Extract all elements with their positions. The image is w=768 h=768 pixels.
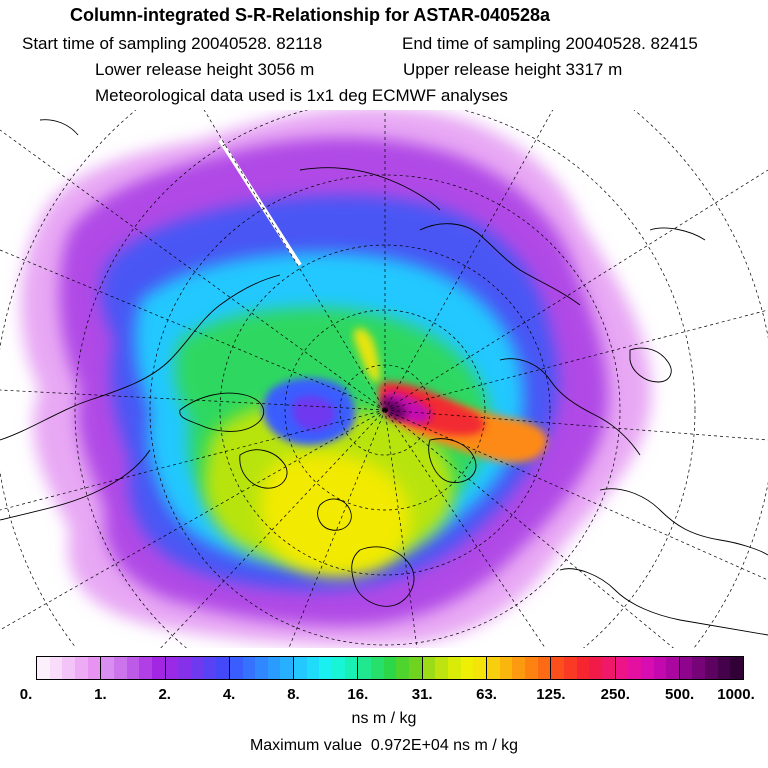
color-scale-segment [409, 657, 423, 679]
color-scale-segment [422, 657, 436, 679]
color-scale-segment [383, 657, 397, 679]
color-scale-bar [36, 656, 744, 680]
color-scale-segment [255, 657, 268, 679]
color-scale-segment [126, 657, 140, 679]
color-scale-segment [190, 657, 204, 679]
color-scale-segment [332, 657, 345, 679]
color-scale-segment [563, 657, 577, 679]
upper-height-label: Upper release height 3317 m [403, 60, 623, 79]
color-scale-segment [601, 657, 616, 679]
color-scale-segment [344, 657, 359, 679]
color-scale-segment [448, 657, 461, 679]
color-scale-tick-label: 31. [411, 686, 433, 703]
color-scale-segment [242, 657, 256, 679]
color-scale-segment [49, 657, 63, 679]
color-scale-tick-label: 250. [600, 686, 630, 703]
lower-height-label: Lower release height 3056 m [95, 60, 315, 79]
color-scale-tick-label: 1000. [717, 686, 755, 703]
color-scale-segment [319, 657, 333, 679]
color-scale-segment [87, 657, 102, 679]
color-scale-segment [216, 657, 230, 679]
color-scale-tick-label: 2. [158, 686, 171, 703]
color-scale-segment [499, 657, 513, 679]
units-label: ns m / kg [351, 710, 417, 727]
color-scale-segment [666, 657, 680, 679]
color-scale-segment [460, 657, 474, 679]
color-scale-segment [576, 657, 590, 679]
color-scale-segment [512, 657, 525, 679]
color-scale-segment [37, 657, 50, 679]
color-scale-segment [306, 657, 320, 679]
color-scale-tick-label: 4. [222, 686, 236, 703]
polar-map [0, 110, 768, 648]
color-scale-tick-label: 0. [19, 686, 33, 703]
color-scale-segment [717, 657, 731, 679]
color-scale-tick-label: 8. [287, 686, 300, 703]
color-scale-segment [640, 657, 654, 679]
color-scale-tick-label: 1. [94, 686, 107, 703]
color-scale-segment [705, 657, 718, 679]
color-scale-segment [679, 657, 693, 679]
color-scale-tick-label: 125. [536, 686, 566, 703]
color-scale-segment [371, 657, 384, 679]
start-time-label: Start time of sampling 20040528. 82118 [22, 34, 323, 53]
color-scale-tick-label: 500. [665, 686, 695, 703]
color-scale-segment [280, 657, 295, 679]
color-scale-segment [692, 657, 706, 679]
maximum-value-caption: Maximum value [249, 737, 362, 754]
color-scale-segment [396, 657, 410, 679]
graticule [0, 110, 768, 648]
color-scale-segment [486, 657, 500, 679]
color-scale-segment [139, 657, 152, 679]
color-scale-tick-label: 16. [347, 686, 369, 703]
color-scale-segment [653, 657, 667, 679]
color-scale-segment [165, 657, 179, 679]
color-scale-segment [537, 657, 552, 679]
color-scale-segment [435, 657, 448, 679]
color-scale-segment [151, 657, 166, 679]
color-scale-segment [62, 657, 75, 679]
color-scale-segment [113, 657, 127, 679]
color-scale-segment [101, 657, 114, 679]
color-scale-segment [589, 657, 602, 679]
color-scale-segment [74, 657, 88, 679]
concentration-field [21, 110, 652, 647]
color-scale-segment [294, 657, 307, 679]
color-scale-segment [203, 657, 217, 679]
color-scale-segment [628, 657, 641, 679]
color-scale-segment [473, 657, 487, 679]
coastlines [0, 119, 768, 636]
color-scale-segment [178, 657, 191, 679]
color-scale-tick-label: 63. [476, 686, 497, 703]
maximum-value-label: Maximum value 0.972E+04 ns m / kg [0, 737, 768, 755]
end-time-label: End time of sampling 20040528. 82415 [402, 34, 698, 53]
color-scale-segment [551, 657, 564, 679]
color-scale-segment [615, 657, 629, 679]
color-scale-segment [267, 657, 281, 679]
color-scale-ticks: 0. 1. 2. 4. 8. 16. 31. 63. 125. 250. 500. 1000. [0, 686, 768, 706]
color-scale-segment [229, 657, 243, 679]
maximum-value-number: 0.972E+04 ns m / kg [370, 737, 519, 754]
color-scale-segment [730, 657, 744, 679]
color-scale-segment [358, 657, 372, 679]
met-data-label: Meteorological data used is 1x1 deg ECMW… [95, 86, 508, 105]
plot-title: Column-integrated S-R-Relationship for A… [70, 5, 551, 25]
color-scale-segment [524, 657, 538, 679]
